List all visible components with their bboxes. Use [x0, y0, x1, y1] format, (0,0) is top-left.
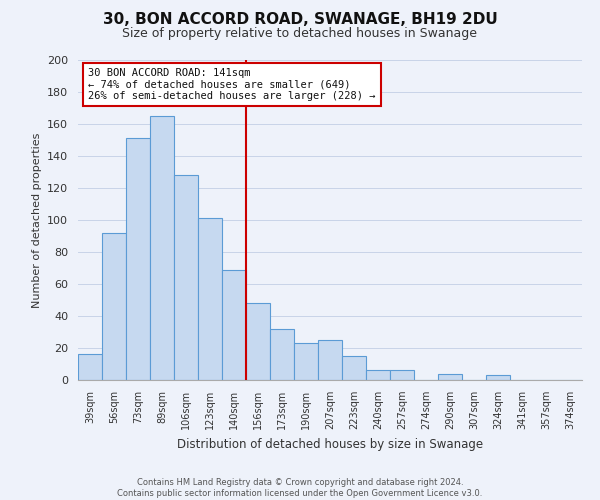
Y-axis label: Number of detached properties: Number of detached properties: [32, 132, 41, 308]
Bar: [174, 175, 198, 380]
Bar: [390, 370, 414, 380]
Text: 30 BON ACCORD ROAD: 141sqm
← 74% of detached houses are smaller (649)
26% of sem: 30 BON ACCORD ROAD: 141sqm ← 74% of deta…: [88, 68, 376, 101]
Bar: [438, 374, 462, 380]
Bar: [150, 116, 174, 380]
Bar: [486, 375, 510, 380]
Bar: [342, 356, 366, 380]
Text: Contains HM Land Registry data © Crown copyright and database right 2024.
Contai: Contains HM Land Registry data © Crown c…: [118, 478, 482, 498]
Bar: [318, 340, 342, 380]
Bar: [246, 303, 270, 380]
Bar: [198, 218, 222, 380]
Bar: [366, 370, 390, 380]
Bar: [294, 343, 318, 380]
Bar: [126, 138, 150, 380]
Bar: [270, 329, 294, 380]
Bar: [78, 354, 102, 380]
Bar: [222, 270, 246, 380]
X-axis label: Distribution of detached houses by size in Swanage: Distribution of detached houses by size …: [177, 438, 483, 450]
Text: Size of property relative to detached houses in Swanage: Size of property relative to detached ho…: [122, 28, 478, 40]
Bar: [102, 233, 126, 380]
Text: 30, BON ACCORD ROAD, SWANAGE, BH19 2DU: 30, BON ACCORD ROAD, SWANAGE, BH19 2DU: [103, 12, 497, 28]
